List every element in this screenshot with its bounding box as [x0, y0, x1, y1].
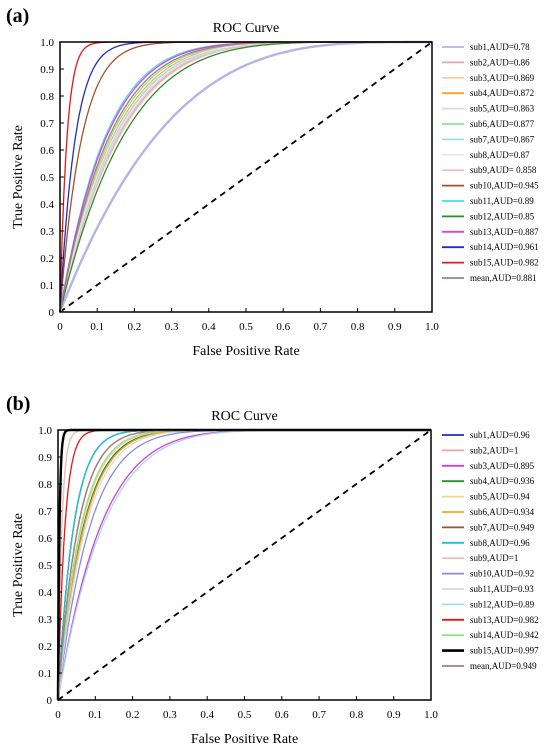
legend-entry: sub10,AUD=0.92	[470, 569, 534, 579]
y-axis-label: True Positive Rate	[11, 513, 26, 617]
legend-entry: sub3,AUD=0.869	[470, 73, 535, 83]
x-tick-label: 1.0	[424, 709, 438, 721]
y-tick-label: 0.8	[38, 479, 52, 491]
legend-entry: sub15,AUD=0.997	[470, 646, 539, 656]
y-tick-label: 0.1	[38, 668, 52, 680]
x-tick-label: 0.7	[312, 709, 326, 721]
legend-entry: sub14,AUD=0.961	[470, 242, 539, 252]
legend: sub1,AUD=0.96 sub2,AUD=1 sub3,AUD=0.895 sub…	[442, 430, 539, 671]
x-tick-label: 0.8	[350, 709, 364, 721]
legend-entry: sub15,AUD=0.982	[470, 258, 539, 268]
chart-title: ROC Curve	[213, 21, 280, 36]
legend-entry: sub12,AUD=0.85	[470, 211, 535, 221]
y-tick-label: 1.0	[38, 425, 52, 437]
x-tick-label: 0.3	[163, 709, 177, 721]
legend-entry: sub14,AUD=0.942	[470, 630, 539, 640]
legend-entry: mean,AUD=0.881	[470, 273, 537, 283]
legend-entry: sub1,AUD=0.78	[470, 42, 530, 52]
x-axis-label: False Positive Rate	[192, 344, 299, 359]
y-axis-label: True Positive Rate	[11, 125, 26, 229]
y-tick-label: 0.6	[40, 145, 54, 157]
x-tick-label: 0.3	[165, 321, 179, 333]
legend-entry: sub3,AUD=0.895	[470, 461, 535, 471]
y-tick-label: 0.4	[40, 199, 54, 211]
legend-entry: sub8,AUD=0.96	[470, 538, 530, 548]
legend-entry: sub6,AUD=0.934	[470, 507, 535, 517]
legend-entry: sub11,AUD=0.89	[470, 196, 534, 206]
y-tick-label: 0.2	[40, 253, 54, 265]
legend-entry: sub5,AUD=0.863	[470, 104, 535, 114]
x-tick-label: 0.2	[126, 709, 140, 721]
legend-entry: sub2,AUD=0.86	[470, 57, 530, 67]
x-tick-label: 0.4	[200, 709, 214, 721]
x-tick-label: 0.5	[239, 321, 253, 333]
chart-panel-a: (a) ROC Curve 0 0.1 0.2 0.3 0.4 0.5 0.6 0.7 0.8 0.9…	[6, 5, 539, 359]
legend-entry: sub8,AUD=0.87	[470, 150, 530, 160]
diagonal-reference-line	[57, 429, 432, 701]
y-tick-label: 0.1	[40, 280, 54, 292]
x-tick-label: 0.7	[314, 321, 328, 333]
y-tick-label: 0.4	[38, 587, 52, 599]
y-tick-label: 0.6	[38, 533, 52, 545]
x-tick-label: 0.1	[88, 709, 102, 721]
legend-entry: sub4,AUD=0.872	[470, 88, 534, 98]
x-tick-label: 0.9	[388, 321, 402, 333]
diagonal-reference-line	[59, 41, 433, 313]
x-tick-label: 0.2	[128, 321, 142, 333]
x-tick-label: 0.4	[202, 321, 216, 333]
x-tick-label: 1.0	[425, 321, 439, 333]
legend-entry: sub9,AUD= 0.858	[470, 165, 537, 175]
chart-title: ROC Curve	[211, 409, 278, 424]
legend-entry: sub6,AUD=0.877	[470, 119, 535, 129]
x-tick-label: 0.6	[276, 321, 290, 333]
y-tick-label: 0.5	[40, 172, 54, 184]
legend-entry: sub12,AUD=0.89	[470, 599, 535, 609]
legend-entry: sub10,AUD=0.945	[470, 181, 539, 191]
legend-entry: sub13,AUD=0.982	[470, 615, 539, 625]
x-tick-label: 0.9	[387, 709, 401, 721]
legend-entry: sub4,AUD=0.936	[470, 476, 535, 486]
y-tick-label: 1.0	[40, 37, 54, 49]
chart-panel-b: (b) ROC Curve 0 0.1 0.2 0.3 0.4 0.5 0.6 0.7 0.8 0.9…	[6, 393, 539, 747]
y-tick-label: 0.5	[38, 560, 52, 572]
panel-label: (a)	[6, 5, 29, 27]
legend-entry: mean,AUD=0.949	[470, 661, 537, 671]
x-axis-label: False Positive Rate	[191, 732, 298, 747]
panel-label: (b)	[6, 393, 30, 415]
y-tick-label: 0.3	[38, 614, 52, 626]
y-tick-label: 0.7	[38, 506, 52, 518]
legend-entry: sub7,AUD=0.867	[470, 134, 535, 144]
x-tick-label: 0.8	[351, 321, 365, 333]
y-tick-label: 0.9	[38, 452, 52, 464]
legend-entry: sub1,AUD=0.96	[470, 430, 530, 440]
series-line-1	[58, 40, 432, 313]
y-tick-label: 0	[49, 307, 55, 319]
legend-entry: sub13,AUD=0.887	[470, 227, 539, 237]
x-tick-label: 0.5	[238, 709, 252, 721]
legend-entry: sub5,AUD=0.94	[470, 492, 530, 502]
legend: sub1,AUD=0.78 sub2,AUD=0.86 sub3,AUD=0.869…	[442, 42, 539, 283]
legend-entry: sub11,AUD=0.93	[470, 584, 534, 594]
legend-entry: sub2,AUD=1	[470, 445, 518, 455]
y-tick-label: 0.9	[40, 64, 54, 76]
y-tick-label: 0.3	[40, 226, 54, 238]
x-tick-label: 0.6	[275, 709, 289, 721]
y-tick-label: 0.7	[40, 118, 54, 130]
legend-entry: sub9,AUD=1	[470, 553, 518, 563]
y-tick-label: 0	[47, 695, 53, 707]
y-tick-label: 0.2	[38, 641, 52, 653]
x-tick-label: 0	[55, 709, 61, 721]
x-tick-label: 0.1	[90, 321, 104, 333]
y-tick-label: 0.8	[40, 91, 54, 103]
x-tick-label: 0	[57, 321, 63, 333]
legend-entry: sub7,AUD=0.949	[470, 522, 535, 532]
